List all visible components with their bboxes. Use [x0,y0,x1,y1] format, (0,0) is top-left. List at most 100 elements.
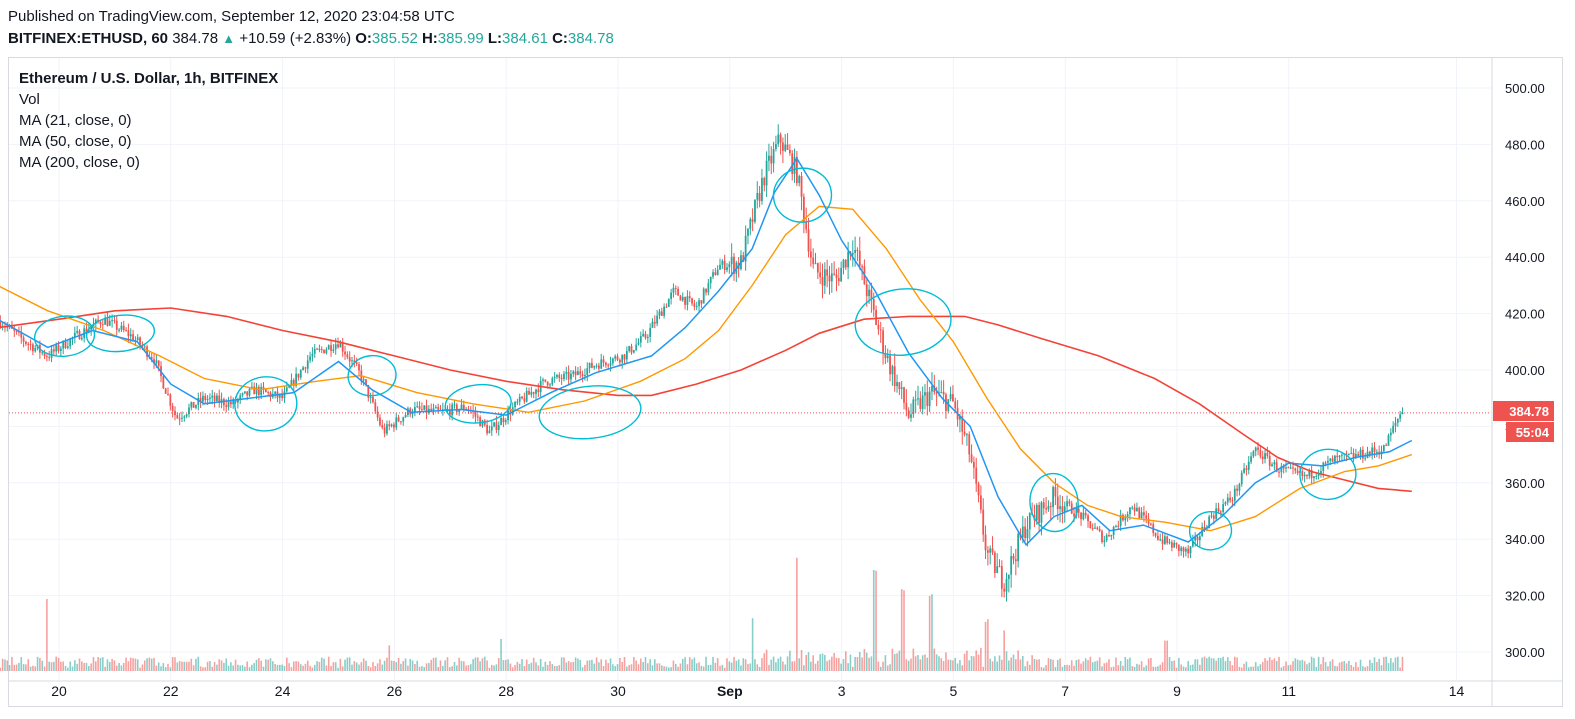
volume-bar [903,590,905,671]
candle-body [1303,474,1306,477]
symbol-name[interactable]: BITFINEX:ETHUSD, 60 [8,30,169,47]
volume-bar [654,659,656,671]
volume-bar [828,659,831,671]
volume-bar [104,666,106,671]
legend-ma21[interactable]: MA (21, close, 0) [19,112,132,129]
volume-bar [686,664,689,671]
candle-body [791,153,794,175]
candle-body [29,344,32,346]
candle-body [577,371,579,376]
volume-bar [1338,662,1341,671]
volume-bar [819,654,821,671]
candle-body [486,424,489,434]
legend-ma50[interactable]: MA (50, close, 0) [19,133,132,150]
candle-body [181,417,183,419]
volume-bar [274,664,276,671]
volume-bar [649,659,651,671]
chart-frame[interactable] [8,57,1563,707]
volume-bar [60,661,62,671]
candle-body [584,375,586,377]
volume-bar [458,657,460,671]
volume-bar [1040,667,1043,671]
volume-bar [465,665,467,671]
volume-bar [234,659,237,671]
volume-bar [132,658,134,671]
volume-bar [1201,657,1203,671]
low-value: 384.61 [502,30,548,47]
volume-bar [968,660,971,671]
candle-body [1136,507,1138,512]
volume-bar [101,657,104,671]
volume-bar [150,658,153,671]
candle-body [856,249,859,251]
candle-body [961,416,964,432]
candle-body [1101,531,1103,542]
candle-body [316,348,318,350]
volume-bar [803,665,805,671]
candle-body [656,315,659,324]
candle-body [283,391,286,399]
annotation-circle[interactable] [346,353,398,398]
candle-body [309,356,311,361]
volume-bar [961,665,964,671]
volume-bar [449,666,451,671]
annotation-circle[interactable] [1188,510,1234,552]
candle-body [535,389,537,394]
candle-body [875,309,877,325]
legend-vol[interactable]: Vol [19,91,40,108]
annotation-circle[interactable] [232,374,299,434]
volume-bar [432,657,435,671]
volume-bar [744,659,747,671]
candle-body [162,376,165,389]
volume-bar [1385,656,1387,671]
volume-bar [50,662,53,671]
candle-body [730,256,733,265]
candle-body [243,391,246,394]
annotation-circle[interactable] [85,312,156,355]
volume-bar [348,657,351,671]
candle-body [621,354,624,363]
candle-body [372,396,374,403]
annotation-circle[interactable] [771,165,834,225]
volume-bar [940,658,943,671]
annotation-circle[interactable] [1027,471,1081,534]
volume-bar [991,661,994,671]
volume-bar [339,658,342,671]
volume-bar [633,656,635,671]
volume-bar [369,667,372,671]
legend-ma200[interactable]: MA (200, close, 0) [19,154,140,171]
candle-body [362,379,365,381]
volume-bar [1376,662,1378,671]
volume-bar [935,654,938,671]
volume-bar [1299,660,1301,671]
candle-body [1077,508,1080,513]
candle-body [639,336,642,343]
legend-title[interactable]: Ethereum / U.S. Dollar, 1h, BITFINEX [19,70,279,87]
annotation-circle[interactable] [537,381,644,443]
candle-body [749,219,752,229]
volume-bar [977,654,980,671]
annotation-circle[interactable] [443,381,513,426]
volume-bar [721,664,724,671]
volume-bar [1273,658,1276,671]
annotation-circle[interactable] [852,284,954,360]
candle-body [1382,445,1385,452]
candle-body [90,326,93,330]
volume-bar [728,661,731,671]
annotation-circle[interactable] [1297,447,1358,503]
volume-bar [1303,661,1306,671]
x-tick-label: 24 [275,683,291,699]
volume-bar [777,658,780,671]
volume-bar [279,664,281,671]
volume-bar [1322,656,1325,671]
candle-body [728,264,731,268]
candle-body [1217,508,1220,512]
annotation-circle[interactable] [33,313,97,359]
candle-body [132,334,134,341]
high-value: 385.99 [437,30,484,47]
candle-body [1073,513,1075,517]
volume-bar [78,658,81,671]
candle-body [64,340,67,348]
candle-body [1017,533,1020,562]
